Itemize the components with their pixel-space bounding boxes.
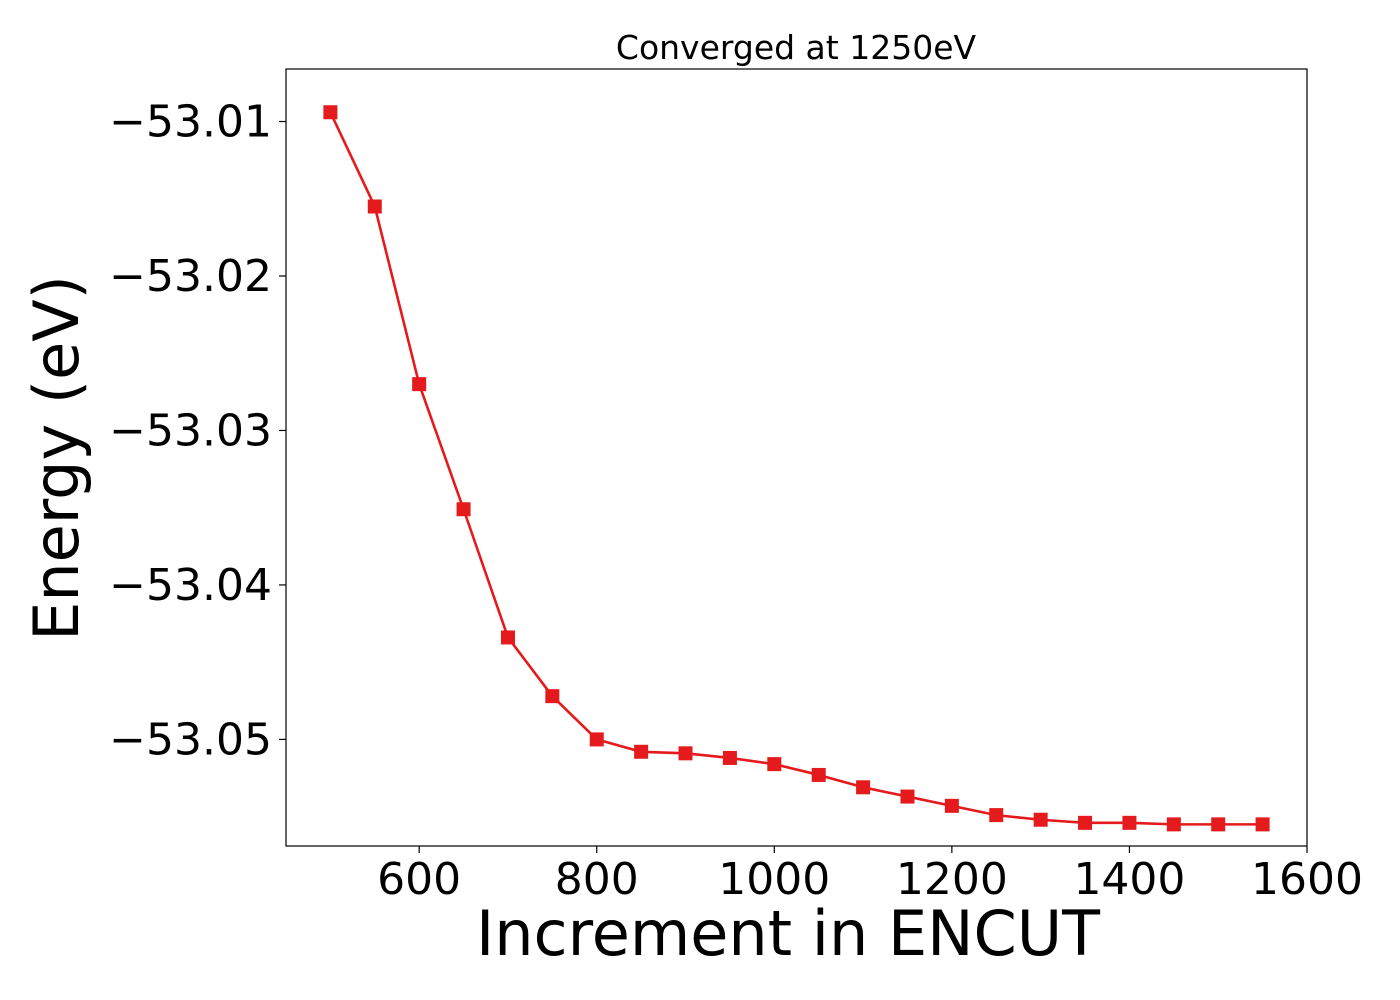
data-point-marker xyxy=(1078,815,1093,830)
data-point-marker xyxy=(500,630,515,645)
chart-title: Converged at 1250eV xyxy=(616,28,977,67)
x-tick-label: 1200 xyxy=(896,854,1008,905)
data-point-marker xyxy=(811,767,826,782)
series-layer xyxy=(323,105,1270,832)
x-tick-label: 1600 xyxy=(1251,854,1363,905)
data-point-marker xyxy=(634,744,649,759)
data-point-marker xyxy=(767,757,782,772)
y-axis: −53.01 −53.02 −53.03 −53.04 −53.05 xyxy=(109,97,286,765)
data-point-marker xyxy=(678,746,693,761)
data-point-marker xyxy=(1122,815,1137,830)
data-point-marker xyxy=(900,789,915,804)
data-point-marker xyxy=(1255,817,1270,832)
data-point-marker xyxy=(589,732,604,747)
x-tick-label: 1400 xyxy=(1073,854,1185,905)
series-line xyxy=(329,111,1263,826)
x-tick-label: 1000 xyxy=(718,854,830,905)
y-tick-label: −53.02 xyxy=(109,251,272,302)
data-point-marker xyxy=(1211,817,1226,832)
x-tick-label: 800 xyxy=(555,854,639,905)
data-point-marker xyxy=(944,798,959,813)
x-tick-label: 600 xyxy=(377,854,461,905)
data-point-marker xyxy=(367,199,382,214)
y-tick-label: −53.04 xyxy=(109,560,272,611)
data-point-marker xyxy=(545,689,560,704)
y-tick-label: −53.01 xyxy=(109,97,272,148)
x-axis-label: Increment in ENCUT xyxy=(476,897,1101,970)
x-axis: 600 800 1000 1200 1400 1600 xyxy=(377,846,1363,905)
data-point-marker xyxy=(412,377,427,392)
data-point-marker xyxy=(323,105,338,120)
data-point-marker xyxy=(989,808,1004,823)
data-point-marker xyxy=(1166,817,1181,832)
y-tick-label: −53.03 xyxy=(109,405,272,456)
y-tick-label: −53.05 xyxy=(109,714,272,765)
data-point-marker xyxy=(856,780,871,795)
plot-area-frame xyxy=(285,68,1308,847)
data-point-marker xyxy=(722,750,737,765)
data-point-marker xyxy=(456,502,471,517)
data-point-marker xyxy=(1033,812,1048,827)
y-axis-label: Energy (eV) xyxy=(20,275,93,641)
